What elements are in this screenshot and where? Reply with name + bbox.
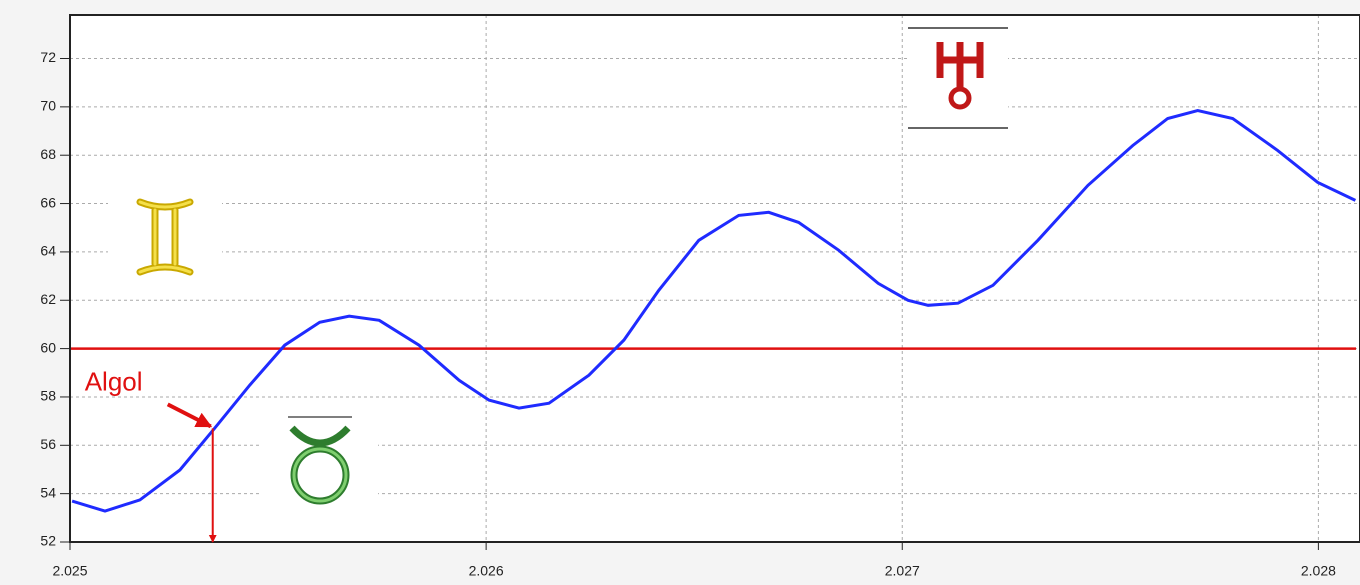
y-tick-label: 66 bbox=[40, 194, 56, 210]
x-tick-label: 2.025 bbox=[52, 563, 87, 579]
data bbox=[70, 108, 1357, 513]
plot-frame bbox=[69, 14, 1360, 543]
taurus-symbol bbox=[262, 415, 378, 515]
y-tick-label: 68 bbox=[40, 146, 56, 162]
y-tick-label: 60 bbox=[40, 339, 56, 355]
annotation-arrow bbox=[166, 402, 213, 429]
y-tick-label: 70 bbox=[40, 98, 56, 114]
y-tick-label: 72 bbox=[40, 49, 56, 65]
x-tick-label: 2.027 bbox=[885, 563, 920, 579]
gemini-symbol bbox=[108, 195, 222, 280]
y-tick-label: 54 bbox=[40, 484, 56, 500]
y-tick-label: 62 bbox=[40, 291, 56, 307]
x-tick-label: 2.028 bbox=[1301, 563, 1336, 579]
y-tick-label: 52 bbox=[40, 533, 56, 549]
x-tick-label: 2.026 bbox=[469, 563, 504, 579]
y-tick-label: 56 bbox=[40, 436, 56, 452]
uranus-symbol bbox=[908, 27, 1008, 129]
annotation-label: Algol bbox=[85, 366, 143, 396]
data-line bbox=[71, 108, 1357, 513]
y-tick-label: 64 bbox=[40, 243, 56, 259]
y-tick-label: 58 bbox=[40, 388, 56, 404]
